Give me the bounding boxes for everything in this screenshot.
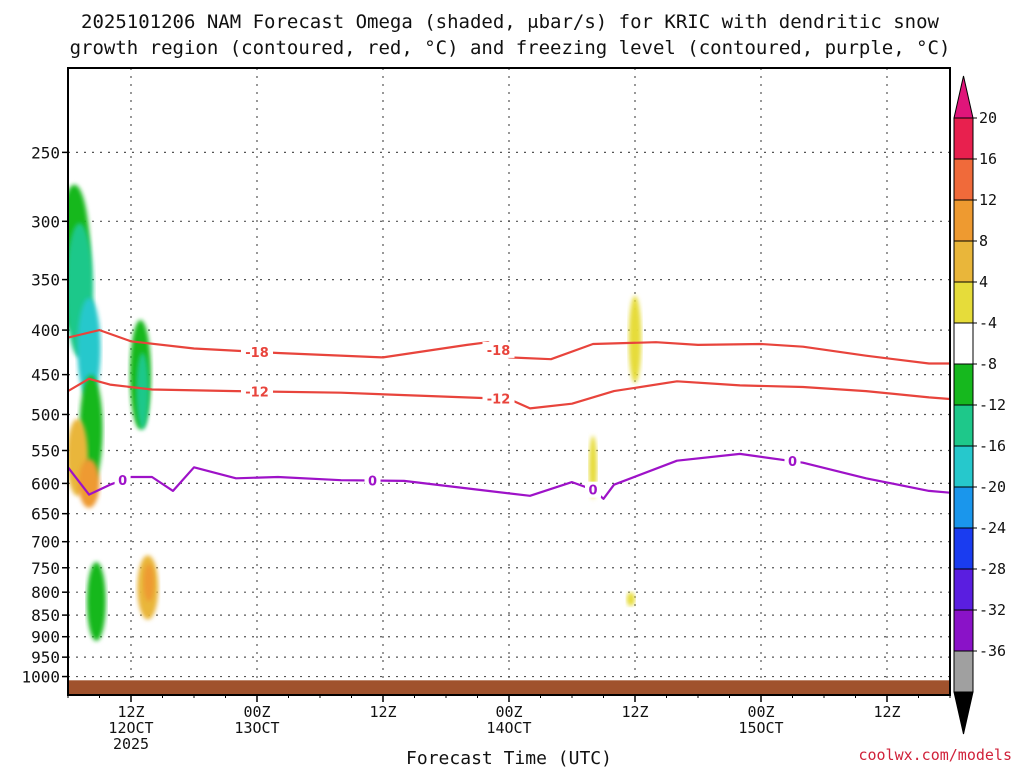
x-tick-label: 12Z: [117, 703, 144, 721]
contour-line: [68, 329, 950, 365]
ground-band: [68, 680, 950, 695]
contour-line: [68, 377, 950, 410]
y-tick-label: 400: [31, 321, 60, 340]
colorbar-segment: [953, 486, 974, 529]
contour-label-bg: [364, 472, 381, 489]
y-tick-label: 750: [31, 559, 60, 578]
colorbar-segment: [953, 199, 974, 242]
contour-label-bg: [784, 453, 801, 470]
colorbar-segment: [953, 240, 974, 283]
contour-label-bg: [482, 341, 515, 358]
colorbar-tick-label: 20: [979, 109, 997, 127]
colorbar-arrow-bottom: [953, 691, 974, 735]
contour-line: [68, 452, 950, 500]
x-tick-label: 13OCT: [234, 719, 279, 737]
colorbar-segment: [953, 609, 974, 652]
x-axis-label: Forecast Time (UTC): [406, 748, 612, 768]
colorbar-tick-label: -12: [979, 396, 1006, 414]
y-tick-label: 350: [31, 271, 60, 290]
contour-label: -18: [245, 346, 269, 361]
colorbar-tick-label: -32: [979, 601, 1006, 619]
y-tick-label: 300: [31, 212, 60, 231]
colorbar-tick-label: -16: [979, 437, 1006, 455]
colorbar-tick-label: -24: [979, 519, 1006, 537]
y-tick-label: 500: [31, 405, 60, 424]
omega-cell: [78, 458, 100, 508]
omega-cell: [136, 352, 149, 430]
title-line-1: 2025101206 NAM Forecast Omega (shaded, μ…: [81, 11, 939, 33]
omega-cell: [86, 562, 106, 641]
colorbar-tick-label: -4: [979, 314, 997, 332]
contour-label: 0: [118, 474, 127, 489]
contour-label-bg: [241, 343, 273, 360]
colorbar-segment: [953, 117, 974, 160]
colorbar-tick-label: -28: [979, 560, 1006, 578]
x-tick-label: 2025: [113, 735, 149, 753]
contour-label: -12: [487, 393, 511, 408]
colorbar-tick-label: -20: [979, 478, 1006, 496]
contour-label: 0: [588, 484, 597, 499]
colorbar-segment: [953, 158, 974, 201]
y-tick-label: 450: [31, 366, 60, 385]
colorbar-segment: [953, 445, 974, 488]
y-tick-label: 550: [31, 442, 60, 461]
colorbar-tick-label: 4: [979, 273, 988, 291]
y-tick-label: 250: [31, 143, 60, 162]
x-tick-label: 00Z: [495, 703, 522, 721]
colorbar-tick-label: -8: [979, 355, 997, 373]
omega-cell: [628, 295, 642, 383]
y-tick-label: 1000: [21, 668, 60, 687]
omega-cell: [77, 298, 101, 400]
x-tick-label: 12Z: [621, 703, 648, 721]
x-tick-label: 12Z: [873, 703, 900, 721]
contour-label-bg: [482, 390, 515, 407]
y-tick-label: 700: [31, 533, 60, 552]
colorbar: 20 16 12 8 4 -4 -8 -12 -16 -20 -24 -28 -32 -36: [953, 75, 1006, 735]
title-line-2: growth region (contoured, red, °C) and f…: [70, 37, 951, 59]
colorbar-segment: [953, 281, 974, 324]
colorbar-segment: [953, 404, 974, 447]
y-tick-label: 900: [31, 628, 60, 647]
contour-label: -12: [245, 385, 269, 400]
colorbar-tick-label: 8: [979, 232, 988, 250]
colorbar-tick-label: 12: [979, 191, 997, 209]
colorbar-segment: [953, 322, 974, 365]
y-tick-label: 850: [31, 606, 60, 625]
colorbar-segment: [953, 363, 974, 406]
colorbar-segment: [953, 650, 974, 693]
contours: -18 -18 -12 -12 0 0 0 0: [68, 329, 950, 500]
colorbar-segment: [953, 568, 974, 611]
contour-label-bg: [114, 472, 131, 489]
x-tick-label: 14OCT: [486, 719, 531, 737]
contour-label-bg: [585, 481, 601, 498]
plot-area: -18 -18 -12 -12 0 0 0 0 250 300 350 400 450 500 550 60…: [21, 67, 951, 753]
colorbar-segment: [953, 527, 974, 570]
y-tick-label: 800: [31, 583, 60, 602]
omega-shading: [68, 184, 642, 641]
colorbar-tick-label: -36: [979, 642, 1006, 660]
x-tick-label: 00Z: [243, 703, 270, 721]
contour-label: 0: [368, 475, 377, 490]
colorbar-tick-label: 16: [979, 150, 997, 168]
y-tick-label: 600: [31, 474, 60, 493]
x-tick-label: 00Z: [747, 703, 774, 721]
contour-label: -18: [487, 344, 511, 359]
gridlines: [68, 68, 950, 695]
ground-fill: [68, 680, 950, 695]
contour-label: 0: [788, 455, 797, 470]
x-tick-label: 15OCT: [738, 719, 783, 737]
contour-label-bg: [241, 383, 273, 400]
x-tick-label: 12Z: [369, 703, 396, 721]
y-tick-label: 650: [31, 505, 60, 524]
omega-cell: [626, 592, 635, 607]
credit-text: coolwx.com/models: [858, 746, 1012, 764]
y-tick-label: 950: [31, 648, 60, 667]
omega-cell: [143, 563, 155, 602]
x-tick-label: 12OCT: [108, 719, 153, 737]
y-axis: 250 300 350 400 450 500 550 600 650 700 750 800 850 9…: [21, 143, 68, 687]
colorbar-arrow-top: [953, 75, 974, 119]
